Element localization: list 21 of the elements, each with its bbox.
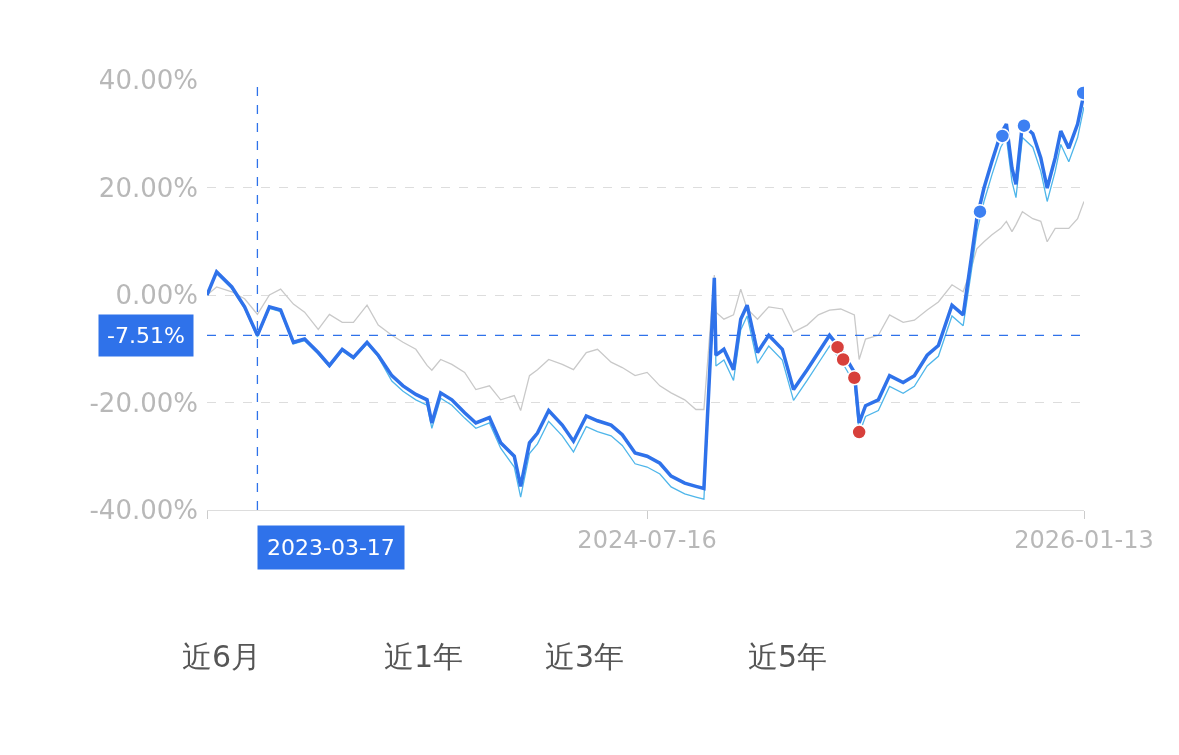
- point: [994, 128, 1011, 144]
- y-tick-label: -20.00%: [89, 387, 198, 418]
- point: [851, 424, 867, 440]
- text: 近3年: [545, 639, 625, 674]
- x-tick-label: 2024-07-16: [577, 525, 717, 554]
- point: [972, 203, 988, 220]
- point: [846, 370, 863, 386]
- text: 近6月: [182, 639, 262, 674]
- y-tick-label: 0.00%: [115, 280, 198, 311]
- point: [835, 351, 851, 368]
- y-tick-label: 20.00%: [98, 172, 198, 203]
- ref-line-label: -7.51%: [107, 323, 185, 348]
- ref-line-label: 2023-03-17: [267, 535, 395, 560]
- y-tick-label: 40.00%: [98, 65, 198, 96]
- text: 近5年: [748, 639, 828, 674]
- line-series: [207, 200, 1084, 412]
- y-tick-label: -40.00%: [89, 495, 198, 526]
- point: [1016, 117, 1032, 134]
- text: 近1年: [384, 639, 464, 674]
- point: [829, 339, 846, 355]
- x-tick-label: 2026-01-13: [1014, 525, 1154, 554]
